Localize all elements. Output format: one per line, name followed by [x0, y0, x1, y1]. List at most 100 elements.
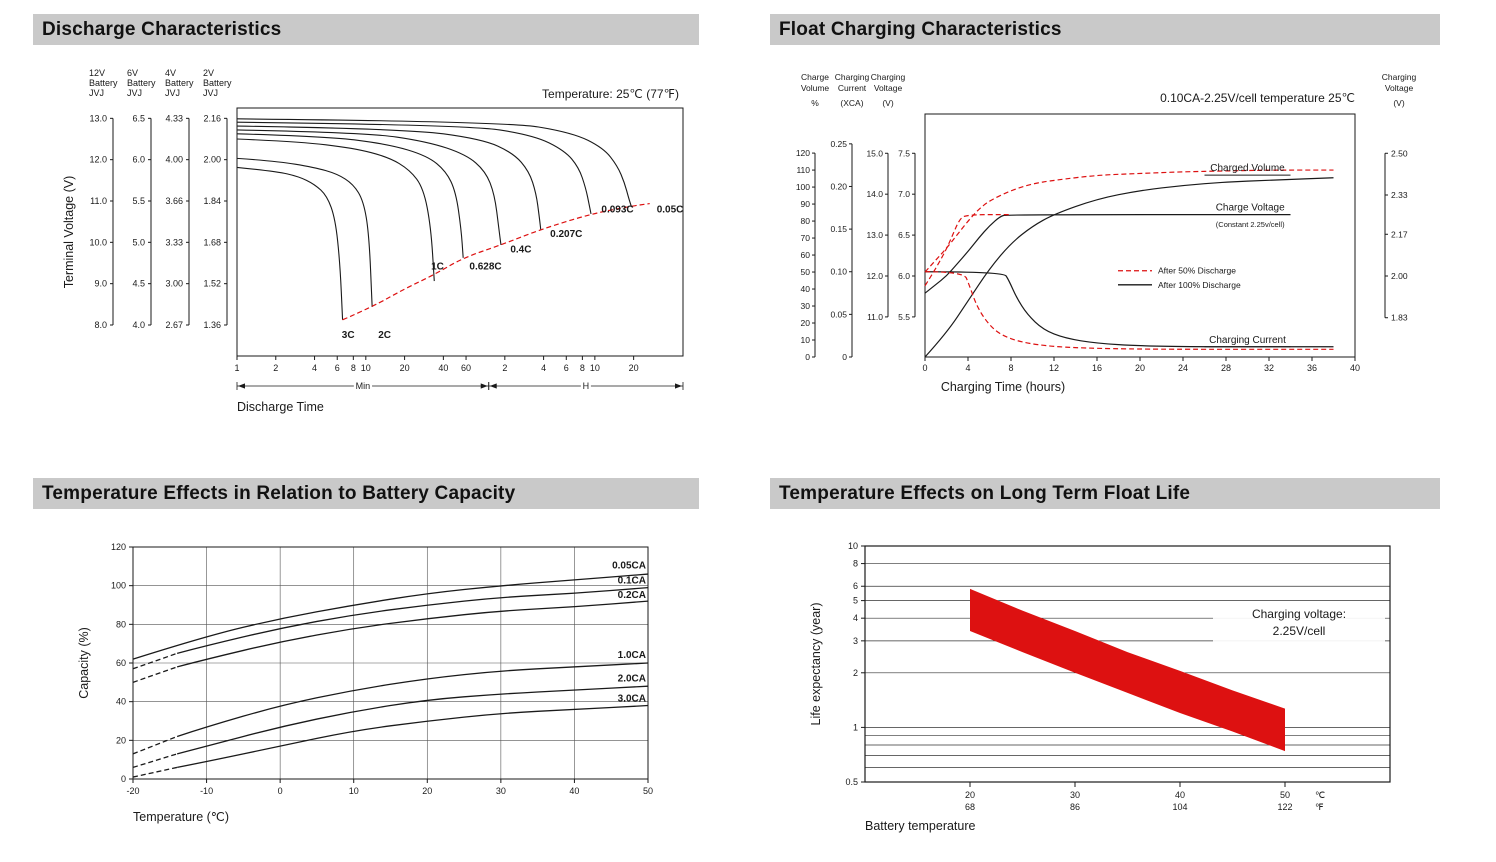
- curve-0.2CA: [132, 600, 649, 683]
- legend-label: After 100% Discharge: [1158, 280, 1241, 290]
- curve-1.0CA: [132, 662, 649, 755]
- svg-text:2.17: 2.17: [1391, 229, 1408, 239]
- cutoff-voltage-line: [342, 202, 650, 321]
- rate-label: 0.05C: [657, 205, 684, 216]
- time-unit-bracket-label: H: [583, 381, 590, 391]
- svg-text:4: 4: [312, 363, 317, 373]
- left-scale-cell3: 7.5 7.0 6.5 6.0 5.5: [898, 148, 916, 322]
- svg-text:2.00: 2.00: [1391, 271, 1408, 281]
- svg-text:3: 3: [853, 636, 858, 646]
- svg-text:20: 20: [422, 786, 432, 796]
- svg-text:110: 110: [796, 165, 810, 175]
- svg-text:80: 80: [116, 619, 126, 629]
- curve-label: Charging Current: [1209, 335, 1286, 346]
- curve-label: Charge Voltage: [1216, 203, 1285, 214]
- curve-charge-voltage-after-50: [924, 214, 1011, 287]
- svg-text:4.5: 4.5: [132, 279, 145, 289]
- svg-text:5.5: 5.5: [898, 312, 910, 322]
- svg-text:13.0: 13.0: [866, 230, 883, 240]
- svg-text:Charge: Charge: [801, 72, 829, 82]
- svg-text:10: 10: [590, 363, 600, 373]
- temperature-capacity-chart: -20 -10 0 10 20 30 40 50 0 20 40 60 80 100 120 0.05CA 0.…: [77, 542, 653, 824]
- svg-text:0: 0: [842, 352, 847, 362]
- svg-text:0.15: 0.15: [830, 224, 847, 234]
- section-title-float-charging: Float Charging Characteristics: [779, 19, 1062, 40]
- float-charging-chart: 0.10CA-2.25V/cell temperature 25℃1201101…: [796, 72, 1417, 394]
- svg-text:Battery: Battery: [165, 78, 194, 88]
- svg-text:2: 2: [853, 668, 858, 678]
- svg-text:(V): (V): [882, 98, 894, 108]
- rate-label: 3C: [342, 330, 355, 341]
- svg-text:4: 4: [853, 613, 858, 623]
- svg-text:2V: 2V: [203, 68, 214, 78]
- svg-text:40: 40: [1350, 363, 1360, 373]
- rate-label: 0.628C: [469, 261, 501, 272]
- svg-text:Charging: Charging: [871, 72, 906, 82]
- svg-text:11.0: 11.0: [90, 196, 107, 206]
- svg-text:Current: Current: [838, 83, 867, 93]
- rate-label: 0.05CA: [612, 560, 646, 571]
- svg-text:50: 50: [801, 267, 811, 277]
- section-header-float-charging: Float Charging Characteristics: [770, 14, 1440, 45]
- float-life-plot: 1086543210.5206830864010450122℃℉Charging…: [809, 541, 1391, 833]
- svg-text:3.33: 3.33: [165, 237, 183, 247]
- rate-label: 3.0CA: [618, 694, 646, 705]
- svg-text:6.0: 6.0: [132, 155, 145, 165]
- svg-text:30: 30: [801, 301, 811, 311]
- svg-text:2.16: 2.16: [203, 113, 221, 123]
- x-axis-label: Temperature (℃): [133, 810, 229, 824]
- legend-label: After 50% Discharge: [1158, 266, 1236, 276]
- curve-0.05CA: [132, 573, 649, 660]
- svg-text:12: 12: [1049, 363, 1059, 373]
- svg-text:Voltage: Voltage: [874, 83, 903, 93]
- annotation-backdrop: [1213, 604, 1385, 644]
- svg-text:8: 8: [1008, 363, 1013, 373]
- svg-text:1: 1: [234, 363, 239, 373]
- svg-text:5.0: 5.0: [132, 237, 145, 247]
- svg-text:11.0: 11.0: [867, 312, 883, 322]
- curve-charging-current-after-50: [924, 271, 1334, 350]
- curve-2.0CA: [132, 685, 649, 769]
- svg-text:12V: 12V: [89, 68, 105, 78]
- svg-text:2: 2: [502, 363, 507, 373]
- rate-label: 2.0CA: [618, 673, 646, 684]
- svg-text:0.10: 0.10: [830, 267, 847, 277]
- section-header-temperature-capacity: Temperature Effects in Relation to Batte…: [33, 478, 699, 509]
- svg-text:2.50: 2.50: [1391, 148, 1408, 158]
- svg-text:6V: 6V: [127, 68, 138, 78]
- svg-text:2.67: 2.67: [165, 320, 183, 330]
- rate-label: 0.2CA: [618, 590, 646, 601]
- time-unit-bracket-label: Min: [356, 381, 371, 391]
- curve-charging-current-after-100: [924, 271, 1334, 348]
- svg-text:20: 20: [400, 363, 410, 373]
- svg-text:10: 10: [801, 335, 811, 345]
- svg-text:1.52: 1.52: [203, 279, 221, 289]
- rate-label: 1C: [431, 261, 444, 272]
- svg-text:30: 30: [1070, 790, 1080, 800]
- svg-text:12.0: 12.0: [89, 155, 107, 165]
- svg-text:20: 20: [116, 735, 126, 745]
- svg-text:40: 40: [801, 284, 811, 294]
- curve-1C: [236, 138, 435, 282]
- svg-text:7.0: 7.0: [898, 189, 910, 199]
- curve-3C: [236, 166, 344, 320]
- curve-label: Charged Volume: [1210, 163, 1285, 174]
- svg-text:60: 60: [116, 658, 126, 668]
- curve-0.05C: [236, 118, 632, 207]
- x-axis-label: Discharge Time: [237, 400, 324, 414]
- svg-text:4: 4: [965, 363, 970, 373]
- svg-text:10: 10: [361, 363, 371, 373]
- svg-text:80: 80: [801, 216, 811, 226]
- svg-text:6.0: 6.0: [898, 271, 910, 281]
- svg-text:50: 50: [1280, 790, 1290, 800]
- svg-text:0.25: 0.25: [830, 139, 847, 149]
- svg-text:104: 104: [1172, 802, 1187, 812]
- rate-label: 0.093C: [601, 205, 633, 216]
- curve-charged-volume-after-100: [924, 177, 1334, 358]
- svg-text:40: 40: [569, 786, 579, 796]
